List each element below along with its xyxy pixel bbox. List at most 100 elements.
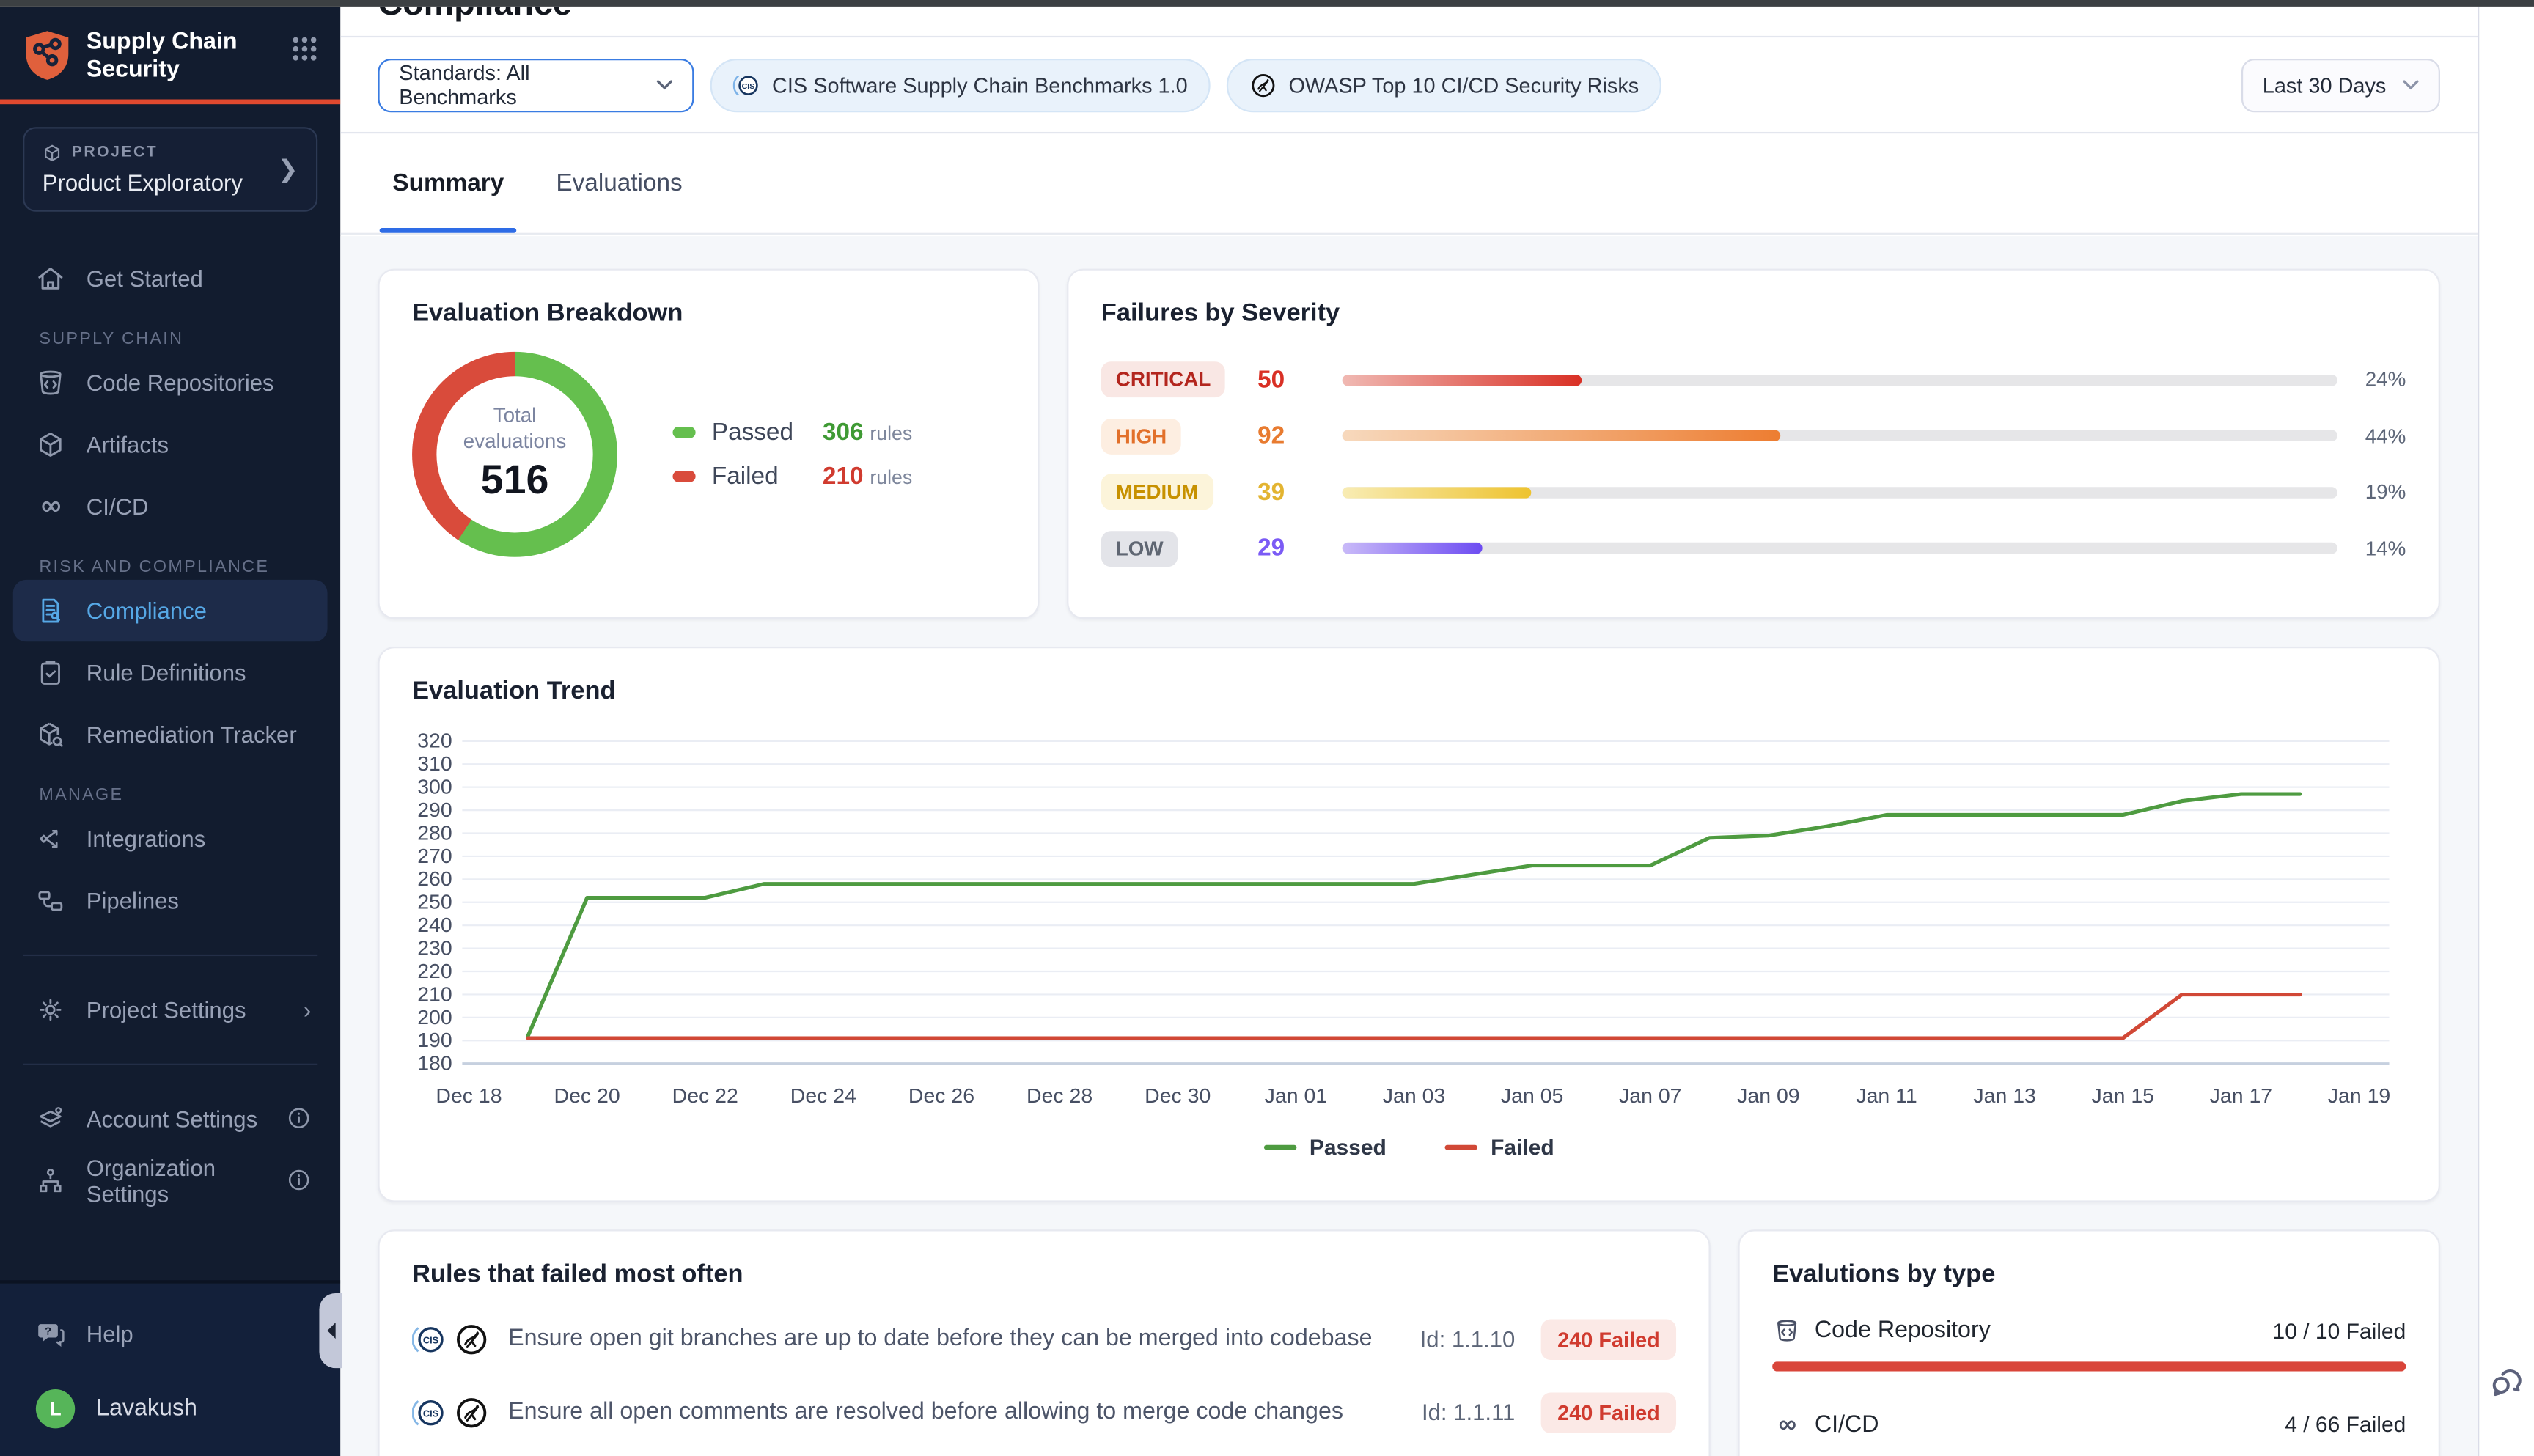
info-icon[interactable]: [287, 1106, 311, 1130]
sidebar-item-label: Artifacts: [87, 431, 312, 457]
sidebar-item-label: Organization Settings: [87, 1155, 265, 1207]
right-edge-strip: [2478, 7, 2534, 1456]
svg-text:320: 320: [417, 729, 452, 752]
svg-text:Jan 11: Jan 11: [1856, 1084, 1917, 1107]
donut-legend: Passed 306 rules Failed 210 rules: [673, 402, 913, 507]
sidebar-item-code-repositories[interactable]: Code Repositories: [13, 351, 328, 413]
evaluation-donut: Total evaluations 516: [412, 352, 617, 557]
sidebar-item-compliance[interactable]: Compliance: [13, 579, 328, 641]
gear-icon: [36, 995, 65, 1024]
evaluation-trend-chart: 1801902002102202302402502602702802903003…: [412, 720, 2406, 1121]
standards-dropdown-value: Standards: All Benchmarks: [399, 60, 643, 109]
sidebar-item-account-settings[interactable]: Account Settings: [13, 1088, 328, 1150]
svg-text:300: 300: [417, 776, 452, 798]
severity-row-critical: CRITICAL 50 24%: [1101, 352, 2406, 408]
sidebar-item-label: Code Repositories: [87, 369, 312, 396]
sidebar-item-artifacts[interactable]: Artifacts: [13, 413, 328, 475]
card-title: Evaluation Trend: [412, 677, 2406, 707]
tab-summary[interactable]: Summary: [386, 133, 511, 233]
standards-dropdown[interactable]: Standards: All Benchmarks: [378, 58, 694, 111]
rules-failed-card: Rules that failed most often CIS Ensure …: [378, 1229, 1710, 1456]
app-brand: Supply Chain Security: [0, 7, 340, 99]
svg-text:Dec 26: Dec 26: [908, 1084, 974, 1107]
pipeline-icon: [36, 886, 65, 915]
sidebar-divider: [23, 1063, 317, 1065]
severity-bar: [1343, 374, 2337, 386]
svg-text:Jan 15: Jan 15: [2092, 1084, 2154, 1107]
app-grid-icon[interactable]: [292, 36, 318, 62]
box-wrench-icon: [36, 719, 65, 749]
failed-count-badge: 240 Failed: [1541, 1391, 1676, 1433]
rule-standard-icons: CIS: [412, 1395, 488, 1430]
brand-accent-rule: [0, 99, 340, 104]
help-button[interactable]: ? Help: [13, 1303, 328, 1364]
card-title: Evalutions by type: [1772, 1261, 2406, 1290]
passed-line-swatch: [1264, 1145, 1296, 1150]
info-icon[interactable]: [287, 1169, 311, 1193]
rule-row[interactable]: CIS Ensure open git branches are up to d…: [412, 1315, 1676, 1364]
cube-icon: [43, 143, 62, 163]
svg-text:Dec 18: Dec 18: [436, 1084, 502, 1107]
svg-text:240: 240: [417, 913, 452, 936]
date-range-value: Last 30 Days: [2263, 73, 2387, 97]
infinity-icon: [1772, 1410, 1802, 1439]
svg-text:CIS: CIS: [423, 1334, 438, 1345]
chat-icon[interactable]: [2487, 1363, 2526, 1410]
sidebar-item-project-settings[interactable]: Project Settings ›: [13, 979, 328, 1040]
filter-chip-owasp[interactable]: OWASP Top 10 CI/CD Security Risks: [1227, 58, 1661, 111]
sidebar-item-label: Account Settings: [87, 1106, 265, 1132]
donut-center-label: Total evaluations: [451, 404, 578, 455]
sidebar-item-rule-definitions[interactable]: Rule Definitions: [13, 641, 328, 703]
severity-bar: [1343, 430, 2337, 442]
sidebar-item-pipelines[interactable]: Pipelines: [13, 869, 328, 931]
sidebar-item-cicd[interactable]: CI/CD: [13, 475, 328, 537]
svg-text:Jan 01: Jan 01: [1265, 1084, 1327, 1107]
home-icon: [36, 263, 65, 293]
svg-text:250: 250: [417, 891, 452, 913]
severity-row-low: LOW 29 14%: [1101, 521, 2406, 577]
sidebar-item-remediation-tracker[interactable]: Remediation Tracker: [13, 703, 328, 765]
tab-evaluations[interactable]: Evaluations: [550, 133, 689, 233]
svg-text:CIS: CIS: [423, 1407, 438, 1418]
severity-badge: CRITICAL: [1101, 362, 1226, 398]
severity-bar: [1343, 543, 2337, 554]
svg-text:210: 210: [417, 983, 452, 1006]
failed-line-swatch: [1445, 1145, 1477, 1150]
svg-text:Jan 07: Jan 07: [1619, 1084, 1681, 1107]
chevron-right-icon: ❯: [278, 155, 298, 184]
code-repository-icon: [36, 368, 65, 397]
type-bar-code-repository: [1772, 1361, 2406, 1370]
evaluations-by-type-card: Evalutions by type Code Repository 10 / …: [1738, 1229, 2440, 1456]
type-failed-count: 4 / 66 Failed: [2285, 1412, 2406, 1436]
sidebar-item-get-started[interactable]: Get Started: [13, 247, 328, 309]
sidebar-collapse-handle[interactable]: [319, 1293, 342, 1368]
trend-legend: Passed Failed: [412, 1135, 2406, 1159]
project-selector[interactable]: PROJECT Product Exploratory ❯: [23, 127, 317, 212]
rule-id: Id: 1.1.11: [1422, 1399, 1515, 1425]
svg-text:Jan 03: Jan 03: [1383, 1084, 1445, 1107]
cis-logo-icon: CIS: [733, 71, 761, 99]
card-title: Rules that failed most often: [412, 1261, 1676, 1290]
svg-text:CIS: CIS: [742, 81, 755, 90]
type-row-cicd: CI/CD 4 / 66 Failed: [1772, 1410, 2406, 1439]
rule-row[interactable]: CIS Ensure all open comments are resolve…: [412, 1388, 1676, 1437]
page-header: Compliance: [340, 7, 2478, 37]
svg-text:230: 230: [417, 937, 452, 960]
svg-text:190: 190: [417, 1029, 452, 1051]
sidebar-item-integrations[interactable]: Integrations: [13, 807, 328, 869]
severity-bar: [1343, 487, 2337, 499]
sidebar-item-label: Rule Definitions: [87, 659, 312, 685]
filter-bar: Standards: All Benchmarks CIS CIS Softwa…: [340, 37, 2478, 133]
severity-badge: LOW: [1101, 531, 1178, 567]
filter-chip-cis[interactable]: CIS CIS Software Supply Chain Benchmarks…: [710, 58, 1211, 111]
date-range-dropdown[interactable]: Last 30 Days: [2241, 58, 2440, 111]
shield-logo-icon: [23, 29, 72, 81]
sidebar-section-manage: MANAGE: [39, 784, 340, 804]
sidebar-item-organization-settings[interactable]: Organization Settings: [13, 1150, 328, 1211]
user-menu[interactable]: L Lavakush: [13, 1378, 328, 1439]
svg-text:Jan 05: Jan 05: [1501, 1084, 1563, 1107]
layers-gear-icon: [36, 1104, 65, 1133]
card-title: Failures by Severity: [1101, 300, 2406, 329]
app-title: Supply Chain Security: [87, 29, 277, 86]
severity-rows: CRITICAL 50 24% HIGH 92 44% MEDIUM: [1101, 352, 2406, 577]
